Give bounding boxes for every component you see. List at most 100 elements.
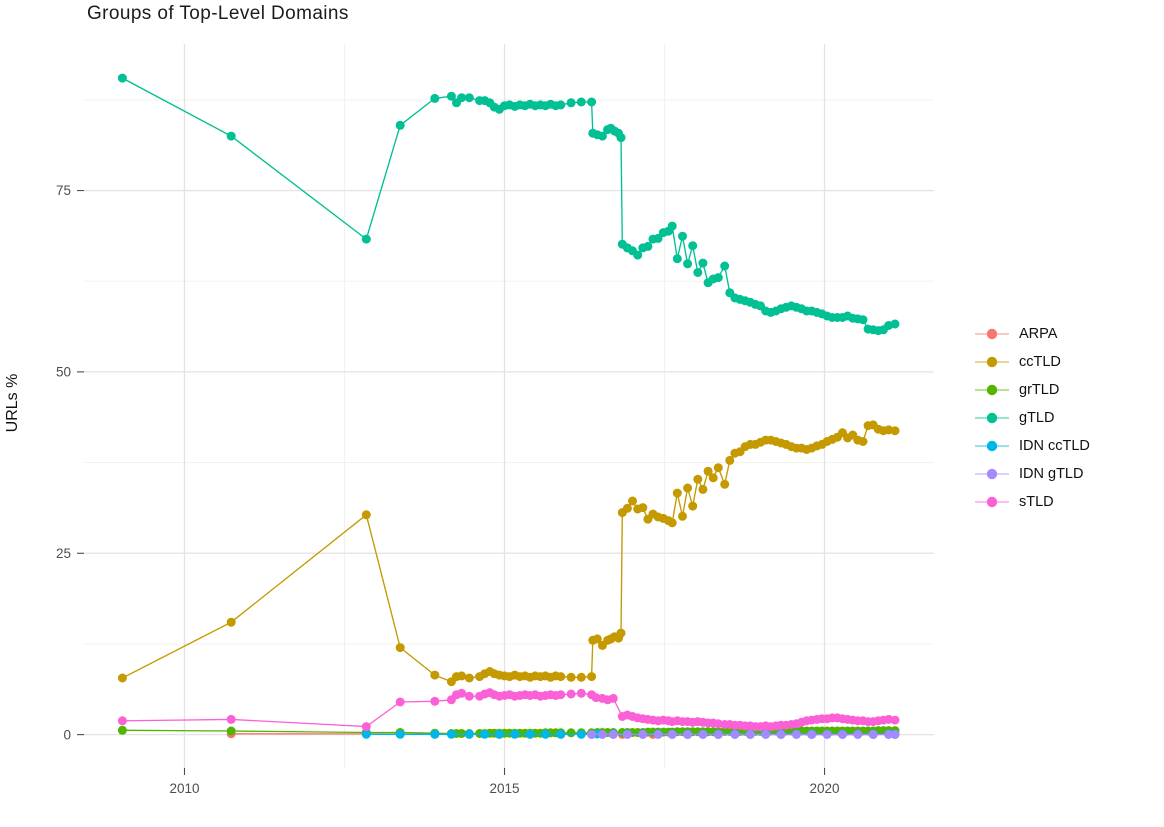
data-point [464, 729, 474, 739]
data-point [510, 729, 520, 739]
major-gridlines [84, 44, 934, 768]
data-point [693, 474, 703, 484]
data-point [713, 730, 723, 739]
legend: ARPA ccTLD grTLD gTLD IDN ccTLD IDN gTLD sTLD [973, 320, 1090, 516]
data-point [653, 730, 663, 739]
data-point [566, 672, 576, 682]
data-point [430, 93, 440, 103]
data-point [587, 672, 597, 682]
data-point [361, 234, 371, 244]
legend-key-icon [975, 384, 1009, 396]
data-point [745, 730, 755, 739]
data-point [708, 473, 718, 483]
y-tick-label: 50 [56, 365, 71, 380]
data-point [853, 730, 863, 739]
data-point [693, 268, 703, 277]
data-point [361, 729, 371, 739]
data-point [713, 273, 723, 283]
data-point [576, 672, 586, 682]
data-point [890, 319, 900, 329]
data-point [653, 233, 663, 243]
data-point [703, 466, 713, 476]
legend-label: IDN gTLD [1019, 466, 1084, 482]
series-line [122, 77, 896, 332]
data-point [576, 688, 586, 698]
data-point [822, 730, 832, 739]
minor-gridlines [84, 44, 934, 768]
data-point [556, 100, 566, 110]
data-point [430, 729, 440, 739]
series-stld [117, 688, 900, 732]
legend-item-stld: sTLD [973, 488, 1090, 516]
x-tick-label: 2015 [489, 781, 519, 796]
data-point [667, 730, 677, 739]
data-point [730, 730, 740, 739]
data-point [395, 643, 405, 653]
legend-item-idn-cctld: IDN ccTLD [973, 432, 1090, 460]
data-point [457, 688, 467, 698]
data-point [226, 131, 236, 141]
legend-label: gTLD [1019, 410, 1055, 426]
data-point [667, 221, 677, 231]
data-point [884, 730, 894, 739]
data-point [698, 484, 708, 494]
data-point [576, 97, 586, 107]
data-point [457, 671, 467, 681]
data-point [622, 503, 632, 513]
data-point [868, 730, 878, 739]
data-point [683, 259, 693, 269]
data-point [720, 261, 730, 271]
data-point [566, 728, 576, 738]
data-point [457, 93, 467, 103]
data-point [683, 483, 693, 493]
data-point [608, 693, 618, 703]
legend-label: sTLD [1019, 494, 1054, 510]
data-point [117, 673, 127, 683]
legend-label: ccTLD [1019, 354, 1061, 370]
data-point [541, 729, 550, 739]
data-point [226, 726, 236, 736]
legend-key-icon [975, 496, 1009, 508]
data-point [890, 730, 900, 739]
data-point [633, 250, 643, 260]
data-point [667, 518, 677, 528]
data-point [592, 634, 602, 644]
data-point [688, 241, 698, 251]
data-point [117, 725, 127, 735]
chart-title: Groups of Top-Level Domains [87, 3, 349, 24]
legend-key-icon [975, 328, 1009, 340]
data-point [430, 670, 440, 680]
data-point [698, 258, 708, 268]
data-point [587, 97, 597, 107]
series-idn-gtld [587, 730, 900, 739]
data-point [890, 715, 900, 725]
legend-key-icon [975, 468, 1009, 480]
data-point [698, 730, 708, 739]
data-point [464, 673, 474, 683]
legend-key-icon [975, 440, 1009, 452]
data-point [446, 729, 456, 739]
data-point [576, 729, 586, 739]
data-point [807, 730, 817, 739]
data-point [464, 691, 474, 701]
data-point [616, 628, 626, 638]
legend-key-icon [975, 412, 1009, 424]
data-point [395, 697, 405, 707]
data-point [480, 729, 490, 739]
data-point [361, 722, 371, 732]
data-point [678, 231, 687, 241]
legend-label: ARPA [1019, 326, 1058, 342]
data-point [628, 496, 637, 506]
data-point [688, 501, 698, 511]
legend-item-cctld: ccTLD [973, 348, 1090, 376]
data-point [395, 729, 405, 739]
data-point [494, 729, 504, 739]
data-point [226, 714, 236, 724]
legend-item-idn-gtld: IDN gTLD [973, 460, 1090, 488]
y-tick-label: 25 [56, 546, 71, 561]
data-point [395, 120, 405, 130]
legend-key-icon [975, 356, 1009, 368]
data-point [678, 511, 687, 521]
data-point [761, 730, 771, 739]
data-point [791, 730, 801, 739]
